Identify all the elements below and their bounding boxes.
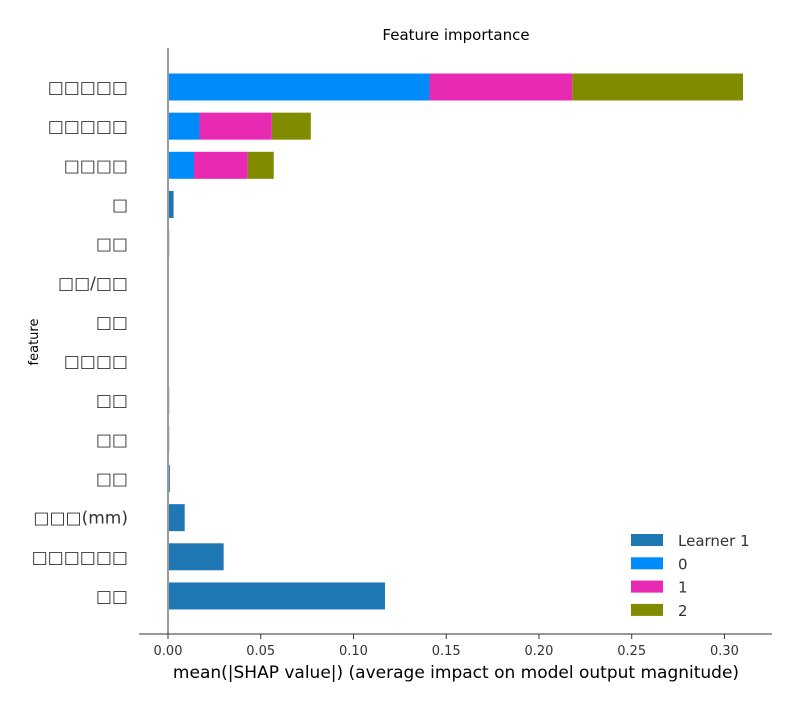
category-label: □ [112, 195, 128, 215]
bar-segment [168, 73, 430, 101]
bar-segment [168, 112, 200, 140]
bar-segment [168, 543, 224, 571]
x-tick-label: 0.20 [524, 644, 553, 659]
bar-segment [199, 112, 272, 140]
x-axis-label: mean(|SHAP value|) (average impact on mo… [173, 663, 739, 683]
legend-label: 0 [678, 555, 688, 573]
y-axis-label: feature [27, 319, 42, 366]
legend-label: 2 [678, 602, 688, 620]
category-label: □□ [96, 235, 128, 255]
bar-segment [572, 73, 743, 101]
category-label: □□□□□ [48, 117, 128, 137]
legend-label: 1 [678, 579, 688, 597]
bar-segment [193, 151, 248, 179]
x-ticks: 0.00 0.05 0.10 0.15 0.20 0.25 0.30 [154, 634, 739, 659]
category-label: □□□□ [64, 156, 128, 176]
legend-swatch [631, 580, 663, 593]
category-label: □□/□□ [58, 274, 128, 294]
x-tick-label: 0.10 [339, 644, 368, 659]
bar-segment [168, 190, 174, 218]
category-label: □□□□ [64, 352, 128, 372]
bar-segment [168, 504, 185, 532]
x-tick-label: 0.00 [154, 644, 183, 659]
x-tick-label: 0.25 [617, 644, 646, 659]
category-label: □□□□□□ [32, 548, 128, 568]
category-label: □□□(mm) [33, 509, 128, 529]
legend-swatch [631, 557, 663, 570]
bar-segment [429, 73, 573, 101]
x-tick-label: 0.30 [710, 644, 739, 659]
category-label: □□ [96, 391, 128, 411]
category-label: □□□□□ [48, 78, 128, 98]
chart-title: Feature importance [382, 26, 529, 44]
category-label: □□ [96, 430, 128, 450]
bar-segment [168, 151, 194, 179]
bars-group [168, 73, 743, 610]
bar-segment [271, 112, 311, 140]
category-label: □□ [96, 313, 128, 333]
legend: Learner 1 0 1 2 [631, 532, 750, 620]
legend-swatch [631, 603, 663, 616]
category-label: □□ [96, 587, 128, 607]
x-tick-label: 0.15 [432, 644, 461, 659]
x-tick-label: 0.05 [246, 644, 275, 659]
legend-swatch [631, 534, 663, 546]
bar-segment [168, 582, 386, 610]
category-label: □□ [96, 470, 128, 490]
category-labels: □□□□□□□□□□□□□□□□□□□/□□□□□□□□□□□□□□□□□(mm… [32, 78, 128, 607]
legend-label: Learner 1 [678, 532, 750, 550]
bar-segment [247, 151, 274, 179]
